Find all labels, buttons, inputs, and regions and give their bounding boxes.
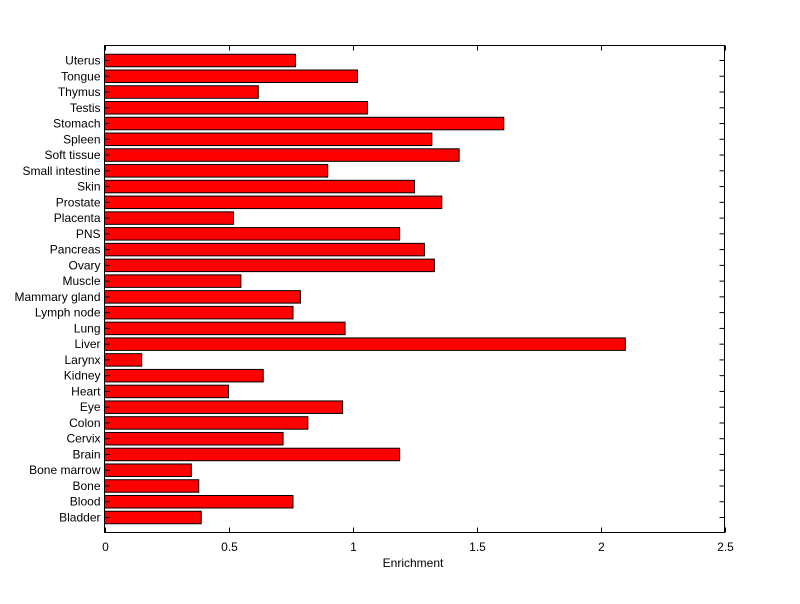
y-tick-label: Brain (72, 447, 100, 461)
bar-soft-tissue (104, 148, 460, 162)
bar-lymph-node (104, 305, 294, 320)
bar-pns (104, 227, 401, 241)
bars-group (104, 53, 626, 525)
bar-pancreas (104, 242, 425, 257)
plot-frame (104, 45, 725, 533)
y-tick-label: Lymph node (35, 306, 101, 320)
bar-larynx (104, 353, 143, 367)
y-tick-label: Small intestine (22, 164, 100, 178)
x-tick-label: 2 (598, 540, 605, 554)
y-tick-label: Prostate (56, 195, 101, 209)
y-tick-label: Heart (71, 384, 101, 398)
y-tick-label: Uterus (65, 54, 100, 68)
x-tick-label: 0.5 (221, 540, 238, 554)
bar-small-intestine (104, 164, 329, 178)
y-tick-label: Colon (69, 416, 100, 430)
x-tick-label: 1 (350, 540, 357, 554)
bar-ovary (104, 258, 435, 273)
x-axis-label: Enrichment (383, 556, 444, 570)
y-tick-label: Muscle (62, 274, 100, 288)
y-tick-label: Cervix (66, 432, 100, 446)
bar-placenta (104, 211, 234, 225)
y-tick-label: Mammary gland (14, 290, 100, 304)
x-tick-label: 1.5 (469, 540, 486, 554)
y-tick-label: Testis (70, 101, 101, 115)
y-tick-label: Liver (74, 337, 100, 351)
y-tick-label: Placenta (54, 211, 101, 225)
y-tick-label: Bladder (59, 511, 100, 525)
y-tick-label: Ovary (68, 258, 100, 272)
x-tick-label: 2.5 (717, 540, 734, 554)
y-tick-label: Kidney (64, 369, 101, 383)
y-tick-label: Larynx (64, 353, 100, 367)
bar-lung (104, 321, 346, 336)
x-tick-label: 0 (102, 540, 109, 554)
bar-liver (104, 337, 626, 351)
bar-cervix (104, 431, 284, 446)
bar-muscle (104, 274, 242, 288)
y-tick-label: Eye (80, 400, 101, 414)
bar-eye (104, 400, 344, 414)
y-tick-label: Soft tissue (44, 148, 100, 162)
bar-mammary-gland (104, 290, 301, 304)
bar-brain (104, 447, 401, 462)
y-tick-label: Lung (74, 321, 101, 335)
y-tick-label: Thymus (58, 85, 101, 99)
bar-tongue (104, 69, 358, 84)
bar-bone (104, 479, 200, 493)
y-tick-label: Stomach (53, 117, 100, 131)
y-tick-label: Bone marrow (29, 463, 101, 477)
y-tick-label: Bone (72, 479, 100, 493)
y-tick-label: Spleen (63, 132, 100, 146)
bar-stomach (104, 116, 505, 131)
bar-kidney (104, 368, 264, 383)
y-tick-label: Pancreas (50, 243, 101, 257)
y-tick-label: Tongue (61, 69, 101, 83)
bar-testis (104, 101, 368, 115)
y-tick-label: Skin (77, 180, 100, 194)
bar-spleen (104, 132, 433, 147)
y-tick-label: PNS (76, 227, 101, 241)
bar-blood (104, 494, 294, 509)
bar-bladder (104, 510, 202, 525)
y-tick-label: Blood (70, 495, 101, 509)
bar-thymus (104, 85, 259, 99)
bar-colon (104, 416, 309, 430)
bar-prostate (104, 195, 443, 210)
bar-heart (104, 384, 229, 399)
bar-bone-marrow (104, 463, 192, 477)
bar-uterus (104, 53, 296, 68)
bar-skin (104, 179, 415, 194)
